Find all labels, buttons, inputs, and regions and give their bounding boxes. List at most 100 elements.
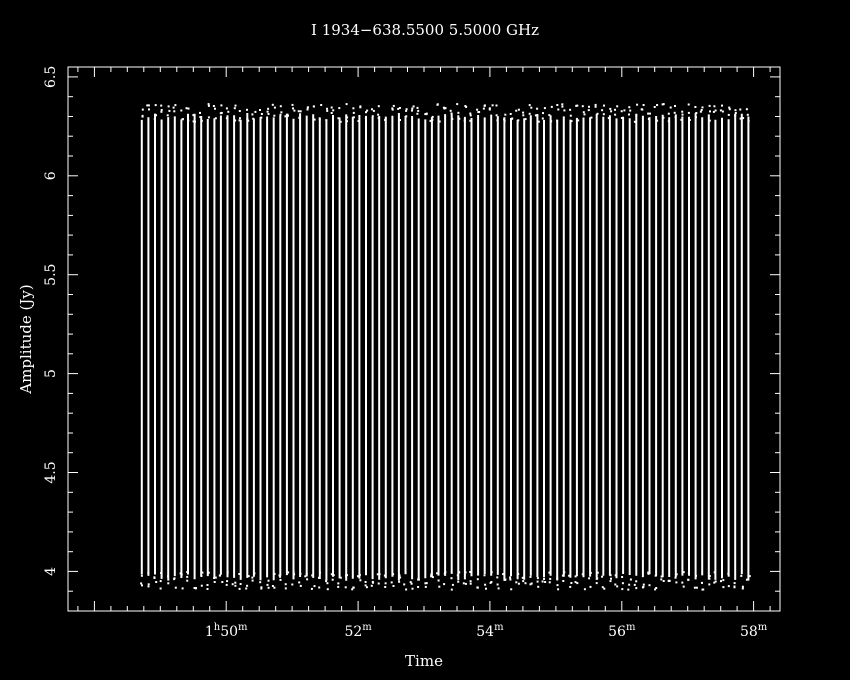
- sample-point: [747, 120, 750, 123]
- sample-point: [721, 110, 724, 113]
- sample-point: [187, 107, 190, 110]
- sample-point: [384, 586, 387, 588]
- sample-point: [734, 109, 737, 112]
- sample-point: [364, 584, 367, 587]
- sample-point: [147, 572, 150, 574]
- sample-point: [266, 583, 269, 586]
- sample-point: [346, 574, 348, 577]
- sample-point: [284, 587, 287, 590]
- sample-point: [273, 586, 276, 589]
- data-layer: [140, 103, 751, 591]
- sample-point: [510, 118, 513, 120]
- sample-point: [640, 108, 643, 111]
- sample-point: [596, 571, 599, 574]
- sample-point: [147, 583, 150, 586]
- sample-point: [405, 108, 408, 111]
- x-tick-label: 52m: [344, 622, 372, 640]
- sample-point: [141, 584, 143, 587]
- sample-point: [304, 575, 307, 578]
- sample-point: [614, 108, 616, 111]
- sample-point: [372, 109, 375, 112]
- sample-point: [245, 587, 248, 590]
- sample-point: [469, 571, 472, 573]
- sample-point: [392, 585, 395, 587]
- sample-point: [458, 117, 461, 120]
- sample-point: [449, 109, 452, 112]
- sample-point: [330, 112, 333, 114]
- sample-point: [713, 581, 716, 584]
- sample-point: [260, 113, 263, 115]
- sample-point: [662, 103, 665, 106]
- sample-point: [226, 571, 229, 574]
- sample-point: [695, 586, 698, 589]
- sample-point: [346, 116, 349, 119]
- sample-point: [537, 585, 540, 588]
- sample-point: [271, 585, 274, 587]
- sample-point: [172, 106, 175, 109]
- sample-point: [239, 117, 241, 120]
- sample-point: [517, 582, 520, 585]
- sample-point: [221, 581, 224, 583]
- sample-point: [392, 573, 395, 576]
- sample-point: [377, 105, 380, 108]
- sample-point: [708, 577, 711, 580]
- sample-point: [398, 580, 401, 583]
- sample-point: [727, 113, 730, 116]
- sample-point: [457, 580, 460, 583]
- sample-point: [570, 582, 573, 584]
- sample-point: [187, 119, 190, 122]
- sample-point: [284, 115, 287, 118]
- sample-point: [194, 120, 196, 123]
- sample-point: [391, 108, 394, 111]
- sample-point: [405, 115, 408, 118]
- sample-point: [674, 116, 677, 119]
- sample-point: [521, 576, 524, 579]
- sample-point: [226, 580, 229, 583]
- sample-point: [623, 109, 626, 112]
- sample-point: [734, 112, 737, 114]
- sample-point: [431, 118, 434, 121]
- sample-point: [635, 580, 638, 583]
- sample-point: [318, 576, 320, 579]
- sample-point: [253, 572, 256, 575]
- sample-point: [708, 583, 711, 586]
- sample-point: [200, 575, 203, 577]
- sample-point: [610, 577, 612, 580]
- sample-point: [173, 577, 176, 580]
- sample-point: [491, 104, 494, 107]
- sample-point: [352, 116, 355, 119]
- sample-point: [299, 572, 302, 575]
- sample-point: [424, 582, 427, 585]
- sample-point: [741, 587, 744, 590]
- sample-point: [488, 107, 491, 110]
- sample-point: [238, 573, 241, 575]
- sample-point: [682, 571, 685, 574]
- sample-point: [225, 107, 228, 110]
- sample-point: [181, 118, 184, 121]
- sample-point: [424, 585, 427, 588]
- sample-point: [662, 580, 665, 582]
- sample-point: [727, 574, 730, 577]
- sample-point: [748, 575, 751, 578]
- sample-point: [569, 114, 572, 117]
- sample-point: [708, 575, 711, 577]
- sample-point: [306, 106, 309, 109]
- sample-point: [154, 104, 157, 107]
- sample-point: [153, 576, 156, 579]
- sample-point: [495, 104, 498, 107]
- sample-point: [681, 110, 684, 113]
- sample-point: [352, 111, 355, 114]
- sample-point: [517, 108, 520, 111]
- sample-point: [234, 581, 237, 584]
- sample-point: [681, 113, 684, 116]
- sample-point: [648, 584, 651, 587]
- sample-point: [207, 116, 210, 119]
- sample-point: [721, 104, 723, 107]
- sample-point: [654, 574, 657, 577]
- sample-point: [220, 104, 223, 107]
- sample-point: [417, 586, 420, 588]
- sample-point: [200, 119, 203, 122]
- sample-point: [609, 580, 612, 583]
- sample-point: [549, 577, 552, 580]
